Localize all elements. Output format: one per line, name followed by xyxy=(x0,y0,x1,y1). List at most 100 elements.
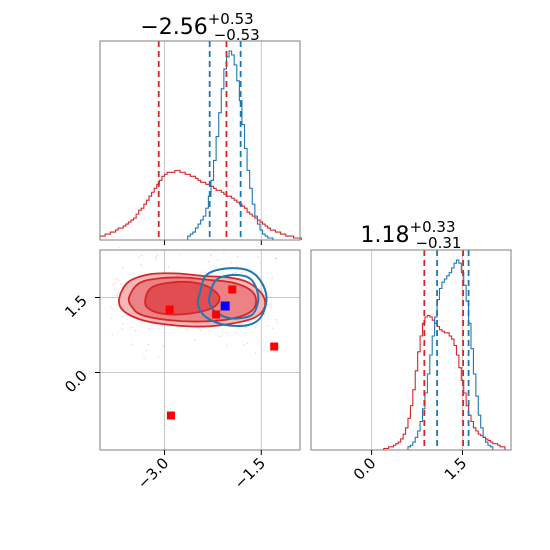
sample-point xyxy=(157,328,160,330)
sample-point xyxy=(115,278,117,280)
blue-histogram xyxy=(187,50,274,240)
sample-point xyxy=(210,254,212,256)
sample-point xyxy=(111,333,114,336)
quantile-lines xyxy=(423,250,470,450)
title-upper-error: +0.33 xyxy=(410,218,456,236)
sample-point xyxy=(204,271,207,273)
sample-point xyxy=(122,322,124,325)
sample-point xyxy=(134,329,137,332)
sample-point xyxy=(147,343,150,346)
sample-point xyxy=(266,325,269,327)
sample-point xyxy=(243,344,245,346)
sample-point xyxy=(216,259,219,261)
sample-point xyxy=(254,352,257,354)
sample-point xyxy=(122,266,124,269)
sample-point xyxy=(114,282,116,284)
sample-point xyxy=(232,272,234,275)
sample-point xyxy=(219,335,221,337)
sample-point xyxy=(235,332,237,334)
blue-histogram xyxy=(407,259,494,450)
sample-point xyxy=(155,258,157,260)
sample-point xyxy=(114,288,116,291)
sample-point xyxy=(162,345,164,347)
sample-point xyxy=(269,304,271,306)
sample-point xyxy=(256,324,259,326)
blue-marker xyxy=(220,301,230,311)
red-histogram xyxy=(383,314,506,450)
sample-point xyxy=(117,292,120,294)
sample-point xyxy=(261,290,263,292)
x-tick-label: −1.5 xyxy=(231,454,269,492)
panel-bottom-left: −3.0 −1.5 0.0 1.5 xyxy=(61,247,301,493)
sample-point xyxy=(140,264,142,266)
markers xyxy=(165,285,279,420)
sample-point xyxy=(118,279,120,281)
x-tick-label: 0.0 xyxy=(350,454,380,484)
sample-point xyxy=(179,253,181,255)
red-marker xyxy=(212,310,221,319)
panel-title: −2.56+0.53 −0.53 xyxy=(140,10,259,44)
sample-point xyxy=(223,252,225,254)
sample-point xyxy=(215,266,217,268)
panel-bottom-right: 1.18+0.33 −0.31 0.0 1.5 xyxy=(310,218,512,484)
y-tick-label: 1.5 xyxy=(61,292,91,322)
title-value: −2.56 xyxy=(140,15,207,40)
sample-point xyxy=(207,261,210,263)
sample-point xyxy=(122,316,124,318)
sample-point xyxy=(264,313,266,316)
sample-point xyxy=(230,261,233,263)
sample-point xyxy=(198,327,200,330)
sample-point xyxy=(270,306,272,308)
panel-top-left: −2.56+0.53 −0.53 xyxy=(99,10,302,245)
sample-point xyxy=(157,356,159,358)
sample-point xyxy=(143,357,145,360)
sample-point xyxy=(254,326,257,328)
sample-point xyxy=(237,255,239,258)
red-marker xyxy=(166,411,175,420)
sample-point xyxy=(118,247,120,249)
sample-point xyxy=(112,283,114,286)
red-histogram xyxy=(99,169,302,240)
sample-point xyxy=(199,329,202,331)
x-tick-label: −3.0 xyxy=(134,454,172,492)
sample-point xyxy=(271,277,273,279)
sample-point xyxy=(145,349,148,352)
sample-point xyxy=(138,256,140,258)
red-marker xyxy=(165,305,174,314)
sample-point xyxy=(110,317,112,320)
sample-point xyxy=(194,338,196,341)
sample-point xyxy=(110,306,112,309)
sample-point xyxy=(257,256,259,258)
sample-point xyxy=(226,344,228,347)
y-tick-label: 0.0 xyxy=(61,367,91,397)
x-tick-label: 1.5 xyxy=(441,454,471,484)
sample-point xyxy=(236,265,238,268)
sample-point xyxy=(240,271,243,273)
sample-point xyxy=(121,328,124,331)
panel-title: 1.18+0.33 −0.31 xyxy=(361,218,462,252)
sample-point xyxy=(247,342,249,344)
sample-point xyxy=(274,257,277,260)
sample-point xyxy=(130,343,133,345)
sample-point xyxy=(272,327,274,329)
sample-point xyxy=(131,326,134,329)
red-marker xyxy=(270,342,279,351)
sample-point xyxy=(116,294,118,297)
red-marker xyxy=(228,285,237,294)
blue-contour-outer xyxy=(196,267,268,328)
histograms xyxy=(99,50,302,240)
title-upper-error: +0.53 xyxy=(208,10,254,28)
panel-frame xyxy=(99,40,301,241)
panel-frame xyxy=(99,249,301,451)
axis-ticks: 0.0 1.5 xyxy=(350,450,471,484)
sample-point xyxy=(234,272,237,274)
blue-contours xyxy=(196,267,268,328)
grid xyxy=(164,41,262,245)
sample-point xyxy=(275,321,278,324)
title-lower-error: −0.53 xyxy=(214,26,260,44)
panel-frame xyxy=(310,249,512,451)
title-value: 1.18 xyxy=(361,223,410,248)
sample-point xyxy=(167,266,170,268)
sample-point xyxy=(185,329,188,331)
